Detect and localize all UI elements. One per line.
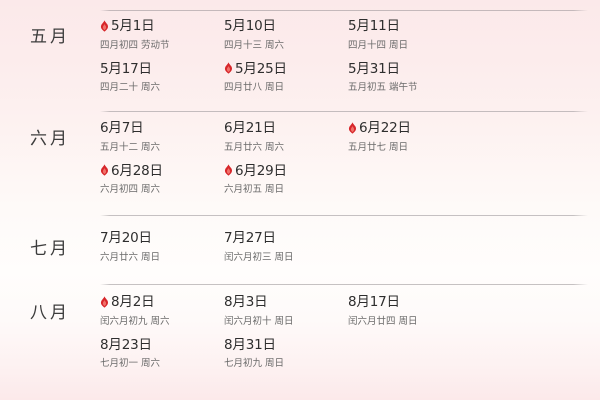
entry-date: 8月23日 [100,336,152,353]
flame-icon [100,20,109,32]
entry-lunar-label: 七月初一 周六 [100,358,161,369]
calendar-entry[interactable]: 5月11日四月十四 周日 [348,18,472,51]
entry-lunar-label: 五月初五 端午节 [348,82,418,93]
calendar-entry[interactable]: 8月2日闰六月初九 周六 [100,294,224,327]
entry-head: 6月21日 [224,120,344,136]
entry-head: 8月23日 [100,336,220,353]
entry-head: 6月29日 [224,162,344,179]
month-label: 六月 [30,129,70,149]
month-block-4: 八月 8月2日 闰六月初九 周六 8月3日 闰六月初十 周日 8月17日 闰六月廿四 周日 8… [0,294,600,381]
month-entries: 6月7日 五月十二 周六 6月21日 五月廿六 周六 6月22日 五月廿七 周日 6月28日… [100,120,600,207]
calendar-entry[interactable]: 6月22日五月廿七 周日 [348,120,472,153]
calendar-entry[interactable]: 5月17日四月二十 周六 [100,60,224,93]
calendar-entry[interactable]: 7月20日六月廿六 周日 [100,230,224,263]
entry-head: 5月17日 [100,60,220,77]
month-block-1: 五月 5月1日 四月初四 劳动节 5月10日 四月十三 周六 5月11日 四月十四 周日 5月… [0,18,600,105]
month-entries: 8月2日 闰六月初九 周六 8月3日 闰六月初十 周日 8月17日 闰六月廿四 周日 8月2… [100,294,600,381]
entry-head: 5月10日 [224,18,344,34]
entry-head: 5月31日 [348,60,468,77]
section-divider-3 [100,215,588,216]
entry-date: 8月3日 [224,294,268,310]
month-label: 五月 [30,27,70,47]
calendar-entry[interactable]: 6月28日六月初四 周六 [100,162,224,195]
entry-lunar-label: 四月十四 周日 [348,39,409,51]
entry-lunar-label: 五月廿六 周六 [224,141,285,153]
month-block-2: 六月 6月7日 五月十二 周六 6月21日 五月廿六 周六 6月22日 五月廿七 周日 6月2… [0,120,600,207]
calendar-entry[interactable]: 6月7日五月十二 周六 [100,120,224,153]
entry-lunar-label: 五月廿七 周日 [348,141,409,153]
flame-icon [224,62,233,74]
entry-lunar-label: 闰六月初三 周日 [224,251,294,263]
entry-head: 7月20日 [100,230,220,246]
entry-date: 5月25日 [235,60,287,77]
entry-lunar-label: 闰六月初十 周日 [224,315,294,327]
section-divider-1 [100,10,588,11]
entry-head: 6月7日 [100,120,220,136]
calendar-entry[interactable]: 6月29日六月初五 周日 [224,162,348,195]
entry-head: 8月17日 [348,294,468,310]
entry-date: 6月7日 [100,120,144,136]
flame-icon [348,122,357,134]
calendar-entry[interactable]: 5月1日四月初四 劳动节 [100,18,224,51]
entry-lunar-label: 闰六月廿四 周日 [348,315,418,327]
entry-date: 8月31日 [224,336,276,353]
entry-head: 5月11日 [348,18,468,34]
entry-lunar-label: 五月十二 周六 [100,141,161,153]
entry-head: 6月22日 [348,120,468,136]
entry-date: 5月31日 [348,60,400,77]
calendar-entry[interactable]: 5月10日四月十三 周六 [224,18,348,51]
calendar-entry[interactable]: 6月21日五月廿六 周六 [224,120,348,153]
entry-date: 5月1日 [111,18,155,34]
section-divider-2 [100,111,588,112]
entry-lunar-label: 七月初九 周日 [224,358,285,369]
entry-date: 5月10日 [224,18,276,34]
entry-date: 5月11日 [348,18,400,34]
entry-lunar-label: 六月廿六 周日 [100,251,161,263]
month-entries: 7月20日 六月廿六 周日 7月27日 闰六月初三 周日 [100,230,600,275]
calendar-entry[interactable]: 8月31日七月初九 周日 [224,336,348,369]
month-label: 八月 [30,303,70,323]
entry-date: 5月17日 [100,60,152,77]
entry-head: 8月31日 [224,336,344,353]
calendar-entry[interactable]: 8月23日七月初一 周六 [100,336,224,369]
entry-lunar-label: 四月廿八 周日 [224,82,285,93]
calendar-entry[interactable]: 5月25日四月廿八 周日 [224,60,348,93]
entry-date: 7月27日 [224,230,276,246]
calendar-entry[interactable]: 7月27日闰六月初三 周日 [224,230,348,263]
entry-head: 8月3日 [224,294,344,310]
entry-date: 6月21日 [224,120,276,136]
entry-head: 5月25日 [224,60,344,77]
calendar-entry[interactable]: 8月17日闰六月廿四 周日 [348,294,472,327]
month-label: 七月 [30,239,70,259]
entry-lunar-label: 四月十三 周六 [224,39,285,51]
section-divider-4 [100,284,588,285]
entry-lunar-label: 四月初四 劳动节 [100,39,170,51]
calendar-entry[interactable]: 8月3日闰六月初十 周日 [224,294,348,327]
entry-head: 7月27日 [224,230,344,246]
entry-lunar-label: 六月初四 周六 [100,184,161,195]
entry-date: 8月2日 [111,294,155,310]
entry-date: 8月17日 [348,294,400,310]
month-block-3: 七月 7月20日 六月廿六 周日 7月27日 闰六月初三 周日 [0,230,600,275]
entry-date: 6月22日 [359,120,411,136]
calendar-entry[interactable]: 5月31日五月初五 端午节 [348,60,472,93]
flame-icon [100,296,109,308]
flame-icon [224,164,233,176]
month-entries: 5月1日 四月初四 劳动节 5月10日 四月十三 周六 5月11日 四月十四 周日 5月17… [100,18,600,105]
entry-head: 6月28日 [100,162,220,179]
entry-date: 6月29日 [235,162,287,179]
entry-date: 6月28日 [111,162,163,179]
entry-date: 7月20日 [100,230,152,246]
entry-head: 5月1日 [100,18,220,34]
entry-lunar-label: 闰六月初九 周六 [100,315,170,327]
flame-icon [100,164,109,176]
entry-lunar-label: 四月二十 周六 [100,82,161,93]
entry-lunar-label: 六月初五 周日 [224,184,285,195]
entry-head: 8月2日 [100,294,220,310]
